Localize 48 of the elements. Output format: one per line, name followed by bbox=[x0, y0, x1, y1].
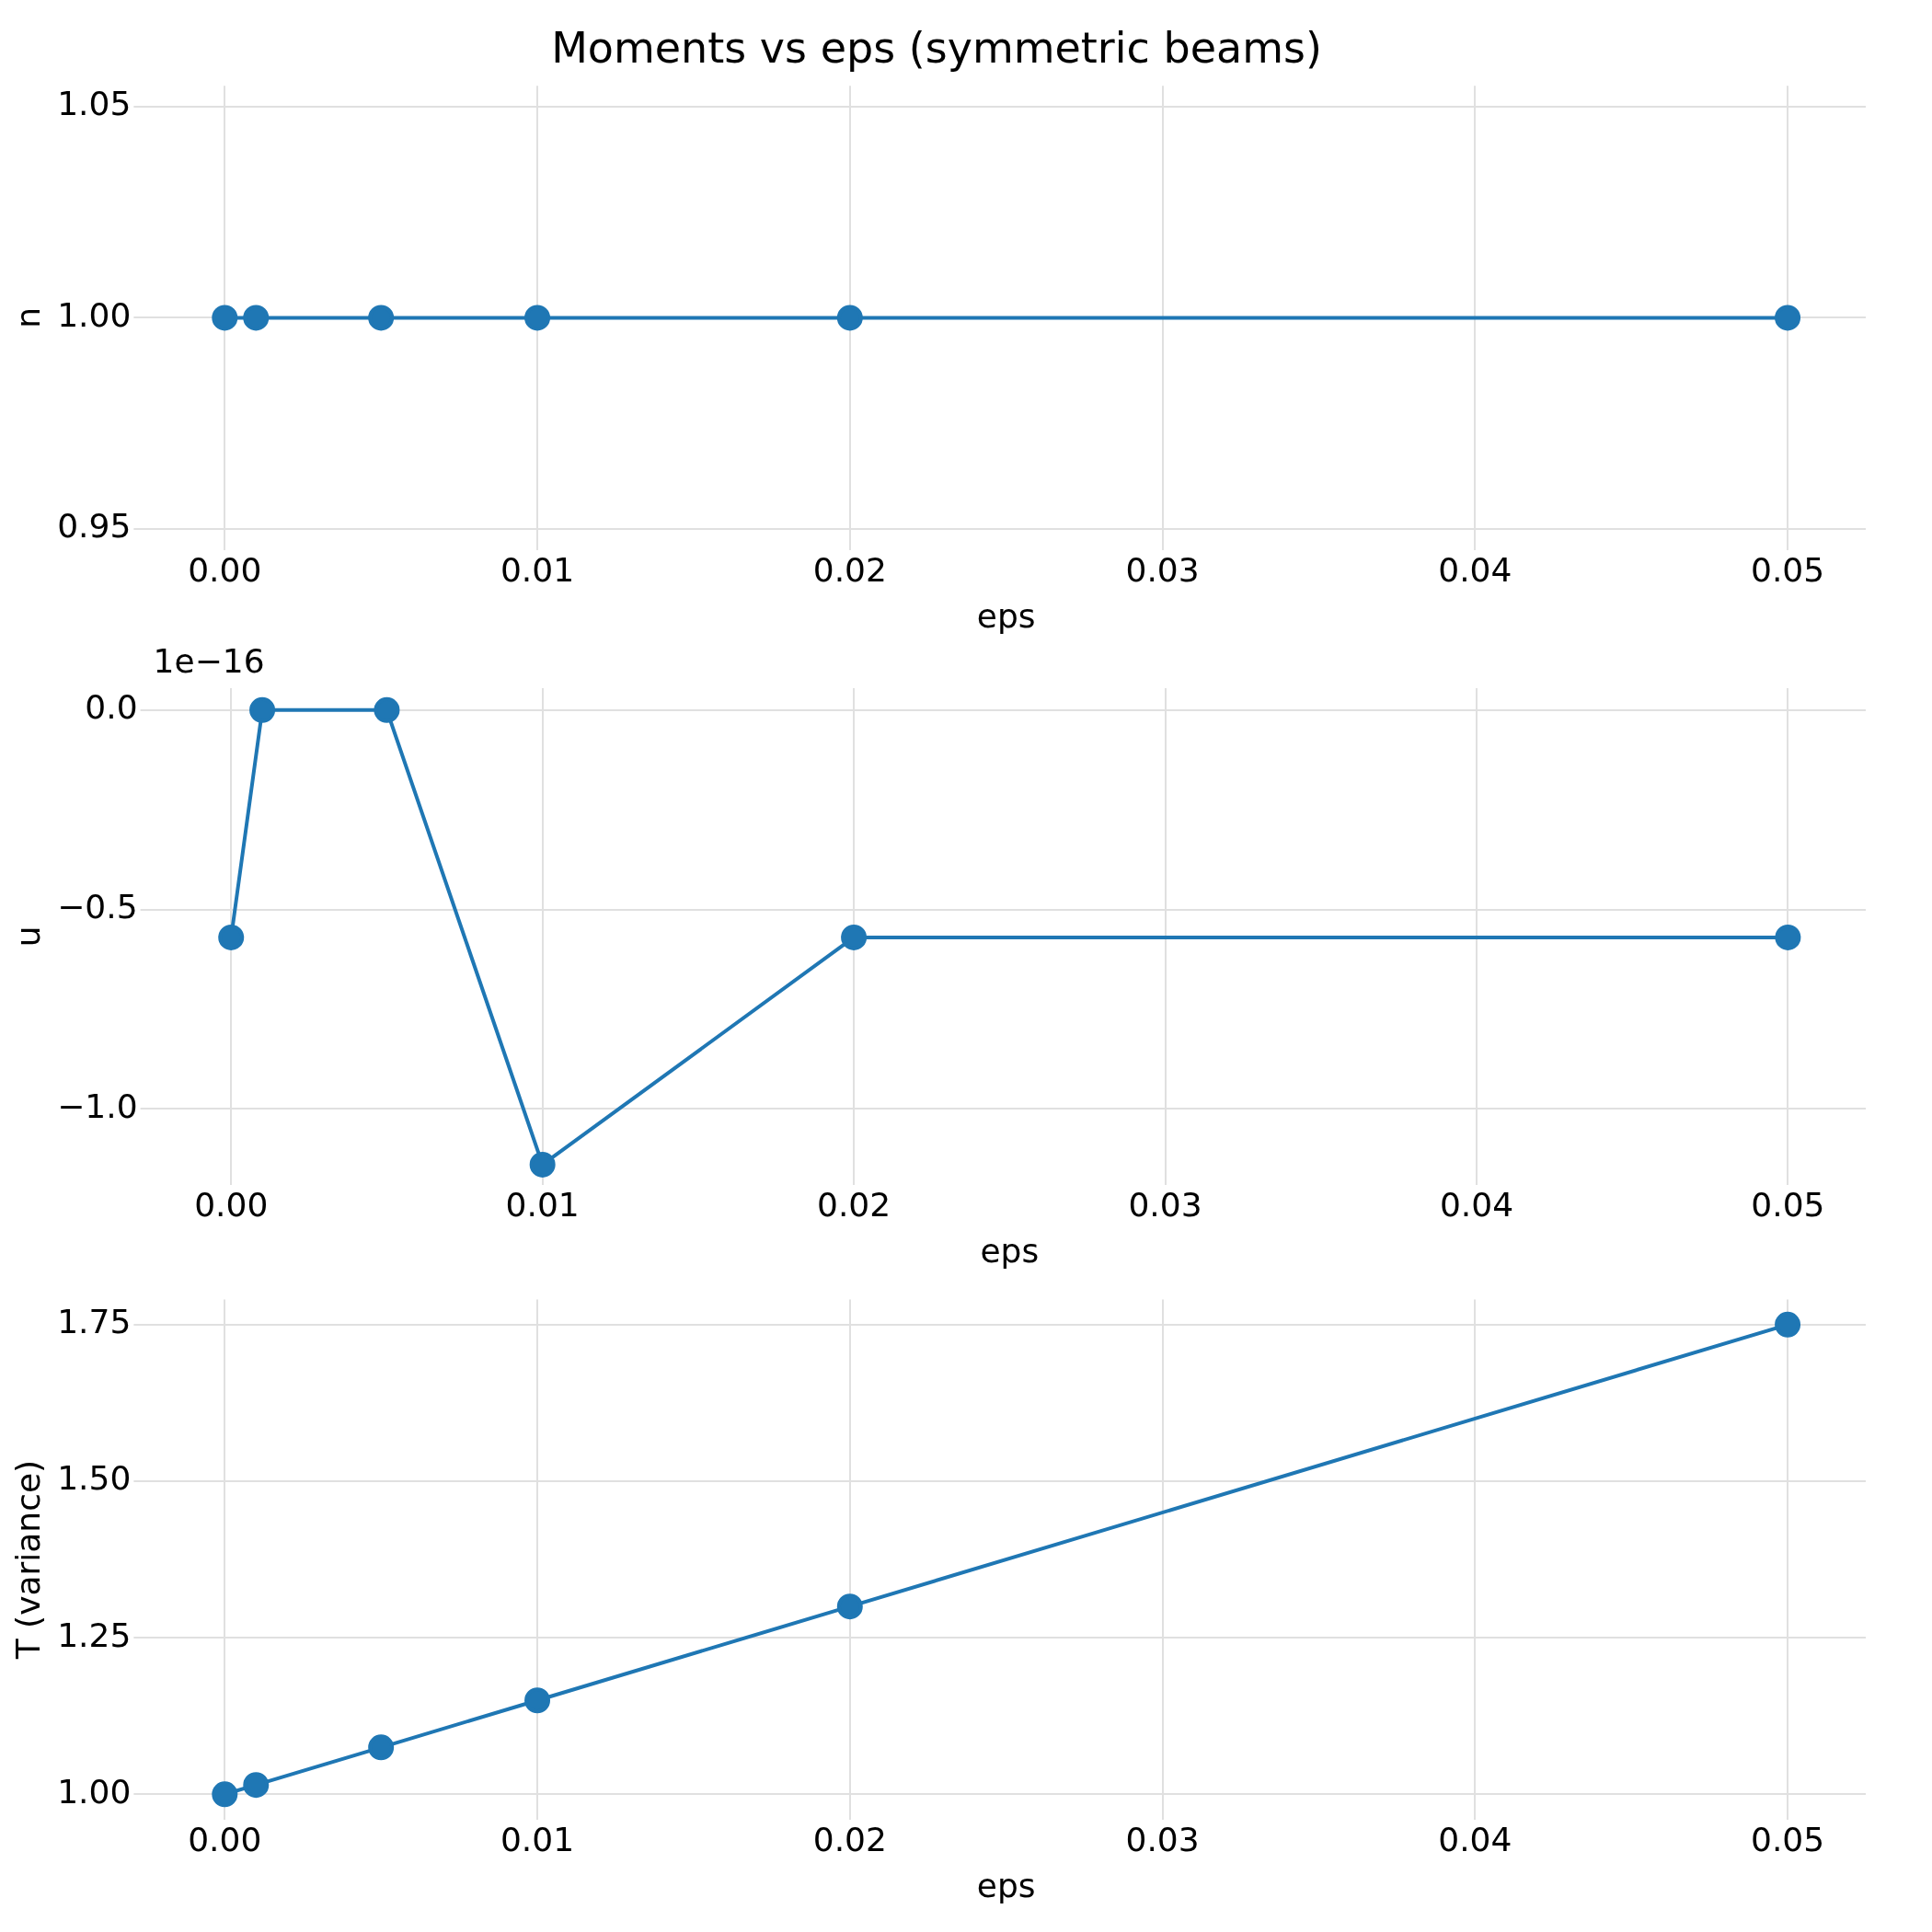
x-tick-label: 0.04 bbox=[1439, 1185, 1514, 1224]
y-tick-label: 1.75 bbox=[57, 1303, 132, 1341]
point bbox=[1775, 924, 1801, 950]
point bbox=[524, 1687, 551, 1714]
y-tick-label: 1.00 bbox=[57, 295, 132, 334]
point bbox=[836, 1593, 863, 1620]
y-tick-label: 1.50 bbox=[57, 1459, 132, 1498]
point bbox=[243, 1772, 270, 1799]
point bbox=[212, 1781, 238, 1808]
x-tick-label: 0.02 bbox=[812, 550, 887, 589]
x-tick-label: 0.02 bbox=[817, 1185, 891, 1224]
y-tick-label: 0.95 bbox=[57, 507, 132, 546]
text: 1e−16 bbox=[153, 642, 265, 681]
point bbox=[1775, 1311, 1801, 1338]
point bbox=[368, 1734, 395, 1761]
point bbox=[218, 924, 245, 950]
point bbox=[841, 924, 868, 950]
x-tick-label: 0.02 bbox=[812, 1820, 887, 1858]
y-tick-label: 1.00 bbox=[57, 1772, 132, 1811]
y-tick-label: −1.0 bbox=[57, 1087, 138, 1125]
y-tick-label: 0.0 bbox=[85, 688, 138, 727]
x-tick-label: 0.05 bbox=[1751, 1185, 1825, 1224]
y-tick-label: 1.25 bbox=[57, 1616, 132, 1654]
x-tick-label: 0.01 bbox=[500, 550, 575, 589]
point bbox=[529, 1151, 556, 1178]
x-tick-label: 0.01 bbox=[505, 1185, 580, 1224]
x-tick-label: 0.00 bbox=[194, 1185, 269, 1224]
x-tick-label: 0.01 bbox=[500, 1820, 575, 1858]
x-axis-title: eps bbox=[976, 596, 1036, 635]
chart-title: Moments vs eps (symmetric beams) bbox=[551, 22, 1322, 73]
x-tick-label: 0.03 bbox=[1125, 550, 1200, 589]
y-axis-title: n bbox=[8, 306, 47, 328]
x-tick-label: 0.03 bbox=[1125, 1820, 1200, 1858]
y-axis-title: u bbox=[8, 926, 47, 948]
x-tick-label: 0.05 bbox=[1750, 550, 1825, 589]
x-tick-label: 0.00 bbox=[188, 1820, 262, 1858]
x-tick-label: 0.03 bbox=[1128, 1185, 1202, 1224]
x-axis-title: eps bbox=[980, 1231, 1040, 1270]
x-tick-label: 0.04 bbox=[1438, 550, 1512, 589]
x-axis-title: eps bbox=[976, 1866, 1036, 1904]
y-tick-label: −0.5 bbox=[57, 887, 138, 926]
point bbox=[374, 696, 400, 723]
point bbox=[249, 696, 276, 723]
y-tick-label: 1.05 bbox=[57, 85, 132, 123]
x-tick-label: 0.04 bbox=[1438, 1820, 1512, 1858]
y-axis-title: T (variance) bbox=[8, 1459, 47, 1661]
x-tick-label: 0.05 bbox=[1750, 1820, 1825, 1858]
x-tick-label: 0.00 bbox=[188, 550, 262, 589]
